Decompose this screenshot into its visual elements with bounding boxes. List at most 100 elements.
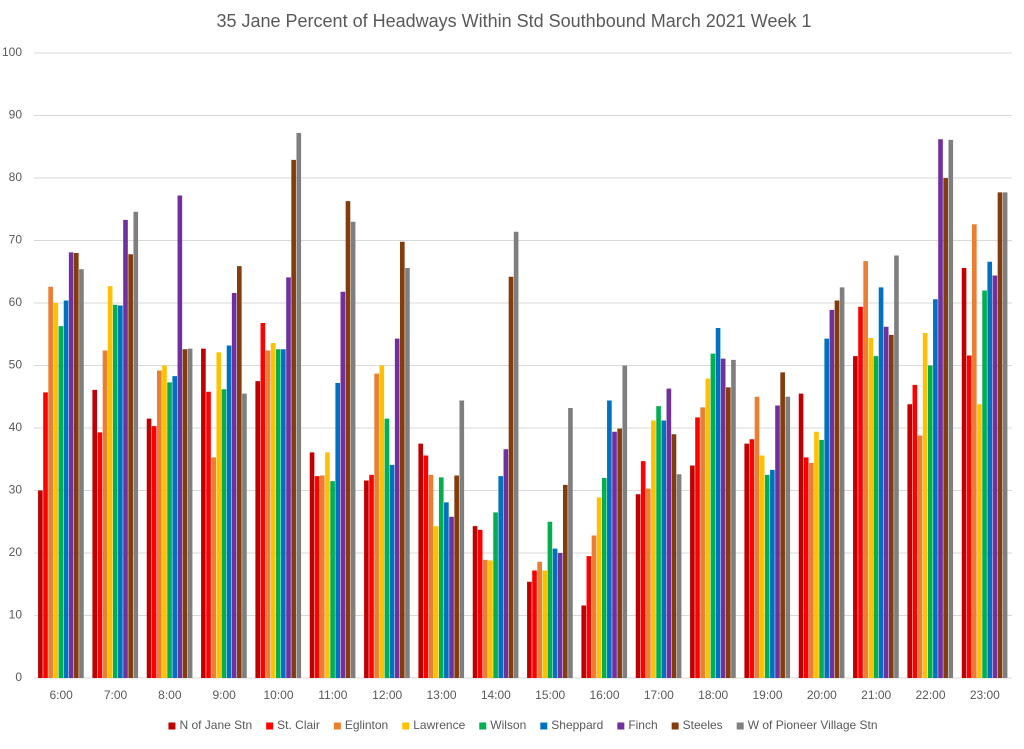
bar	[364, 480, 369, 678]
bar	[749, 439, 755, 678]
bar	[449, 516, 454, 678]
bar	[731, 359, 736, 678]
bar	[309, 452, 315, 678]
bar	[226, 345, 232, 678]
bar	[824, 338, 830, 678]
bar	[917, 435, 923, 678]
legend-swatch	[333, 722, 341, 730]
bar	[270, 343, 276, 678]
bar	[754, 396, 760, 678]
bar	[38, 490, 43, 678]
bar	[231, 293, 237, 678]
bar	[488, 560, 493, 678]
bar	[607, 400, 612, 678]
bar	[335, 383, 341, 678]
x-tick-label: 18:00	[698, 688, 728, 702]
bar	[809, 463, 814, 678]
bar	[888, 334, 894, 678]
bar	[350, 221, 356, 678]
bar	[63, 300, 69, 678]
bar	[710, 353, 716, 678]
bar	[79, 269, 84, 678]
bar	[759, 455, 765, 678]
bar	[454, 475, 459, 678]
x-tick-label: 9:00	[212, 688, 236, 702]
bar	[43, 392, 48, 678]
bar	[369, 474, 374, 678]
bar	[201, 348, 206, 678]
bar	[128, 254, 133, 678]
bar	[187, 348, 193, 678]
x-tick-label: 17:00	[644, 688, 674, 702]
y-tick-label: 90	[9, 108, 23, 122]
bar	[720, 358, 726, 678]
bar	[640, 461, 646, 678]
bar	[428, 474, 434, 678]
x-tick-label: 22:00	[915, 688, 945, 702]
bar	[260, 323, 266, 678]
y-tick-label: 50	[9, 358, 23, 372]
bar	[547, 521, 553, 678]
bar	[617, 428, 622, 678]
bar	[281, 349, 286, 678]
bar	[568, 408, 573, 678]
chart-title: 35 Jane Percent of Headways Within Std S…	[216, 11, 811, 31]
legend-swatch	[266, 722, 274, 730]
bar	[656, 406, 661, 678]
bar	[206, 391, 211, 678]
bar	[157, 370, 162, 678]
bar	[922, 333, 928, 678]
bar	[858, 306, 863, 678]
bar	[112, 304, 118, 678]
bar	[676, 474, 682, 678]
bar	[537, 561, 542, 678]
x-tick-label: 13:00	[426, 688, 456, 702]
bar	[562, 484, 568, 678]
x-tick-label: 20:00	[807, 688, 837, 702]
legend-label: Finch	[628, 718, 657, 732]
bar	[661, 420, 667, 678]
legend-swatch	[671, 722, 679, 730]
bar	[503, 449, 509, 678]
bar	[513, 231, 519, 678]
bar	[68, 252, 74, 678]
bar	[493, 512, 498, 678]
bar	[803, 457, 809, 678]
bar	[961, 268, 967, 678]
bar	[635, 494, 641, 678]
legend-label: W of Pioneer Village Stn	[748, 718, 878, 732]
bar	[863, 261, 868, 678]
bar	[527, 581, 532, 678]
bar	[612, 431, 617, 678]
bar	[651, 420, 656, 678]
bar	[912, 384, 918, 678]
bar	[542, 570, 548, 678]
bar	[216, 352, 222, 678]
bar	[92, 389, 98, 678]
bar	[296, 133, 302, 678]
y-tick-label: 20	[9, 545, 23, 559]
bar	[586, 556, 592, 678]
legend-label: N of Jane Stn	[179, 718, 252, 732]
bar	[552, 548, 558, 678]
bar	[172, 376, 178, 678]
bar	[853, 356, 858, 678]
x-tick-label: 8:00	[158, 688, 182, 702]
bar	[705, 378, 711, 678]
bar	[379, 365, 385, 678]
bar	[690, 465, 695, 678]
y-tick-label: 80	[9, 170, 23, 184]
bar	[330, 481, 335, 678]
x-tick-label: 21:00	[861, 688, 891, 702]
bar	[265, 350, 271, 678]
bar	[314, 476, 320, 678]
bar	[107, 286, 113, 678]
bar	[97, 432, 103, 678]
bar	[418, 443, 424, 678]
bar	[118, 305, 123, 678]
x-tick-label: 15:00	[535, 688, 565, 702]
bar	[987, 261, 993, 678]
bar	[53, 303, 59, 678]
bar	[146, 418, 152, 678]
